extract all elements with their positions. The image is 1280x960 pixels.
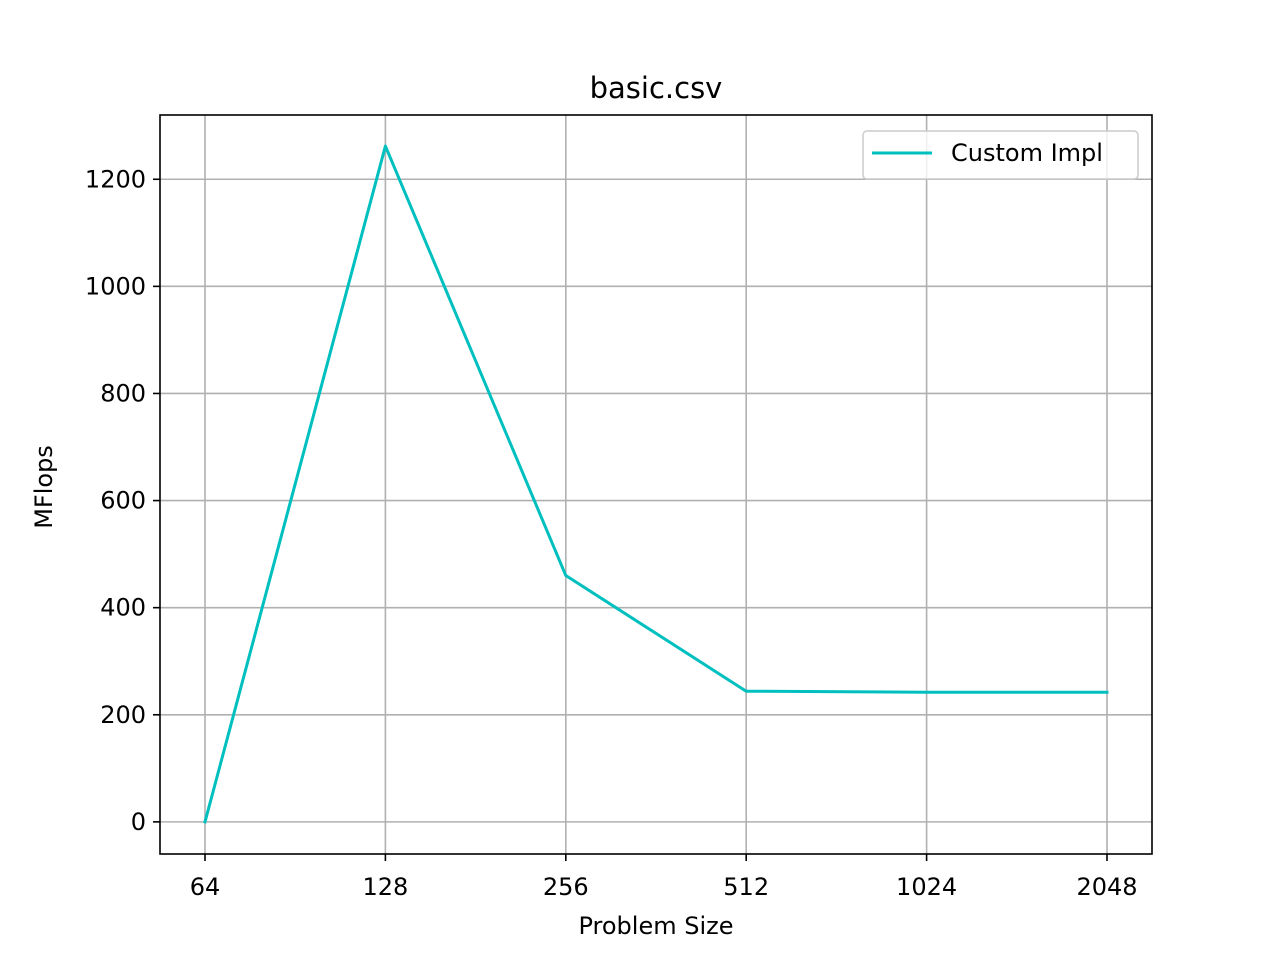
y-tick-label: 200 — [100, 701, 146, 729]
y-tick-label: 400 — [100, 594, 146, 622]
y-tick-label: 600 — [100, 487, 146, 515]
y-tick-label: 800 — [100, 379, 146, 407]
legend: Custom Impl — [862, 130, 1139, 180]
x-tick-label: 1024 — [896, 873, 957, 901]
x-axis-label: Problem Size — [578, 912, 733, 940]
y-axis-ticks: 0 200 400 600 800 1000 1200 — [85, 165, 160, 836]
x-tick-label: 2048 — [1076, 873, 1137, 901]
x-tick-label: 512 — [723, 873, 769, 901]
y-tick-label: 1000 — [85, 272, 146, 300]
plot-frame — [159, 114, 1153, 855]
y-tick-label: 1200 — [85, 165, 146, 193]
series-layer — [203, 144, 1109, 824]
y-axis-label: MFlops — [30, 445, 58, 529]
x-tick-label: 128 — [362, 873, 408, 901]
x-axis-ticks: 64 128 256 512 1024 2048 — [190, 854, 1138, 901]
x-tick-label: 64 — [190, 873, 221, 901]
chart-title: basic.csv — [590, 71, 723, 105]
y-tick-label: 0 — [131, 808, 146, 836]
x-tick-label: 256 — [543, 873, 589, 901]
series-line-0 — [203, 144, 1109, 824]
legend-box — [862, 130, 1139, 180]
legend-label-custom-impl: Custom Impl — [951, 139, 1103, 167]
grid — [160, 115, 1152, 854]
